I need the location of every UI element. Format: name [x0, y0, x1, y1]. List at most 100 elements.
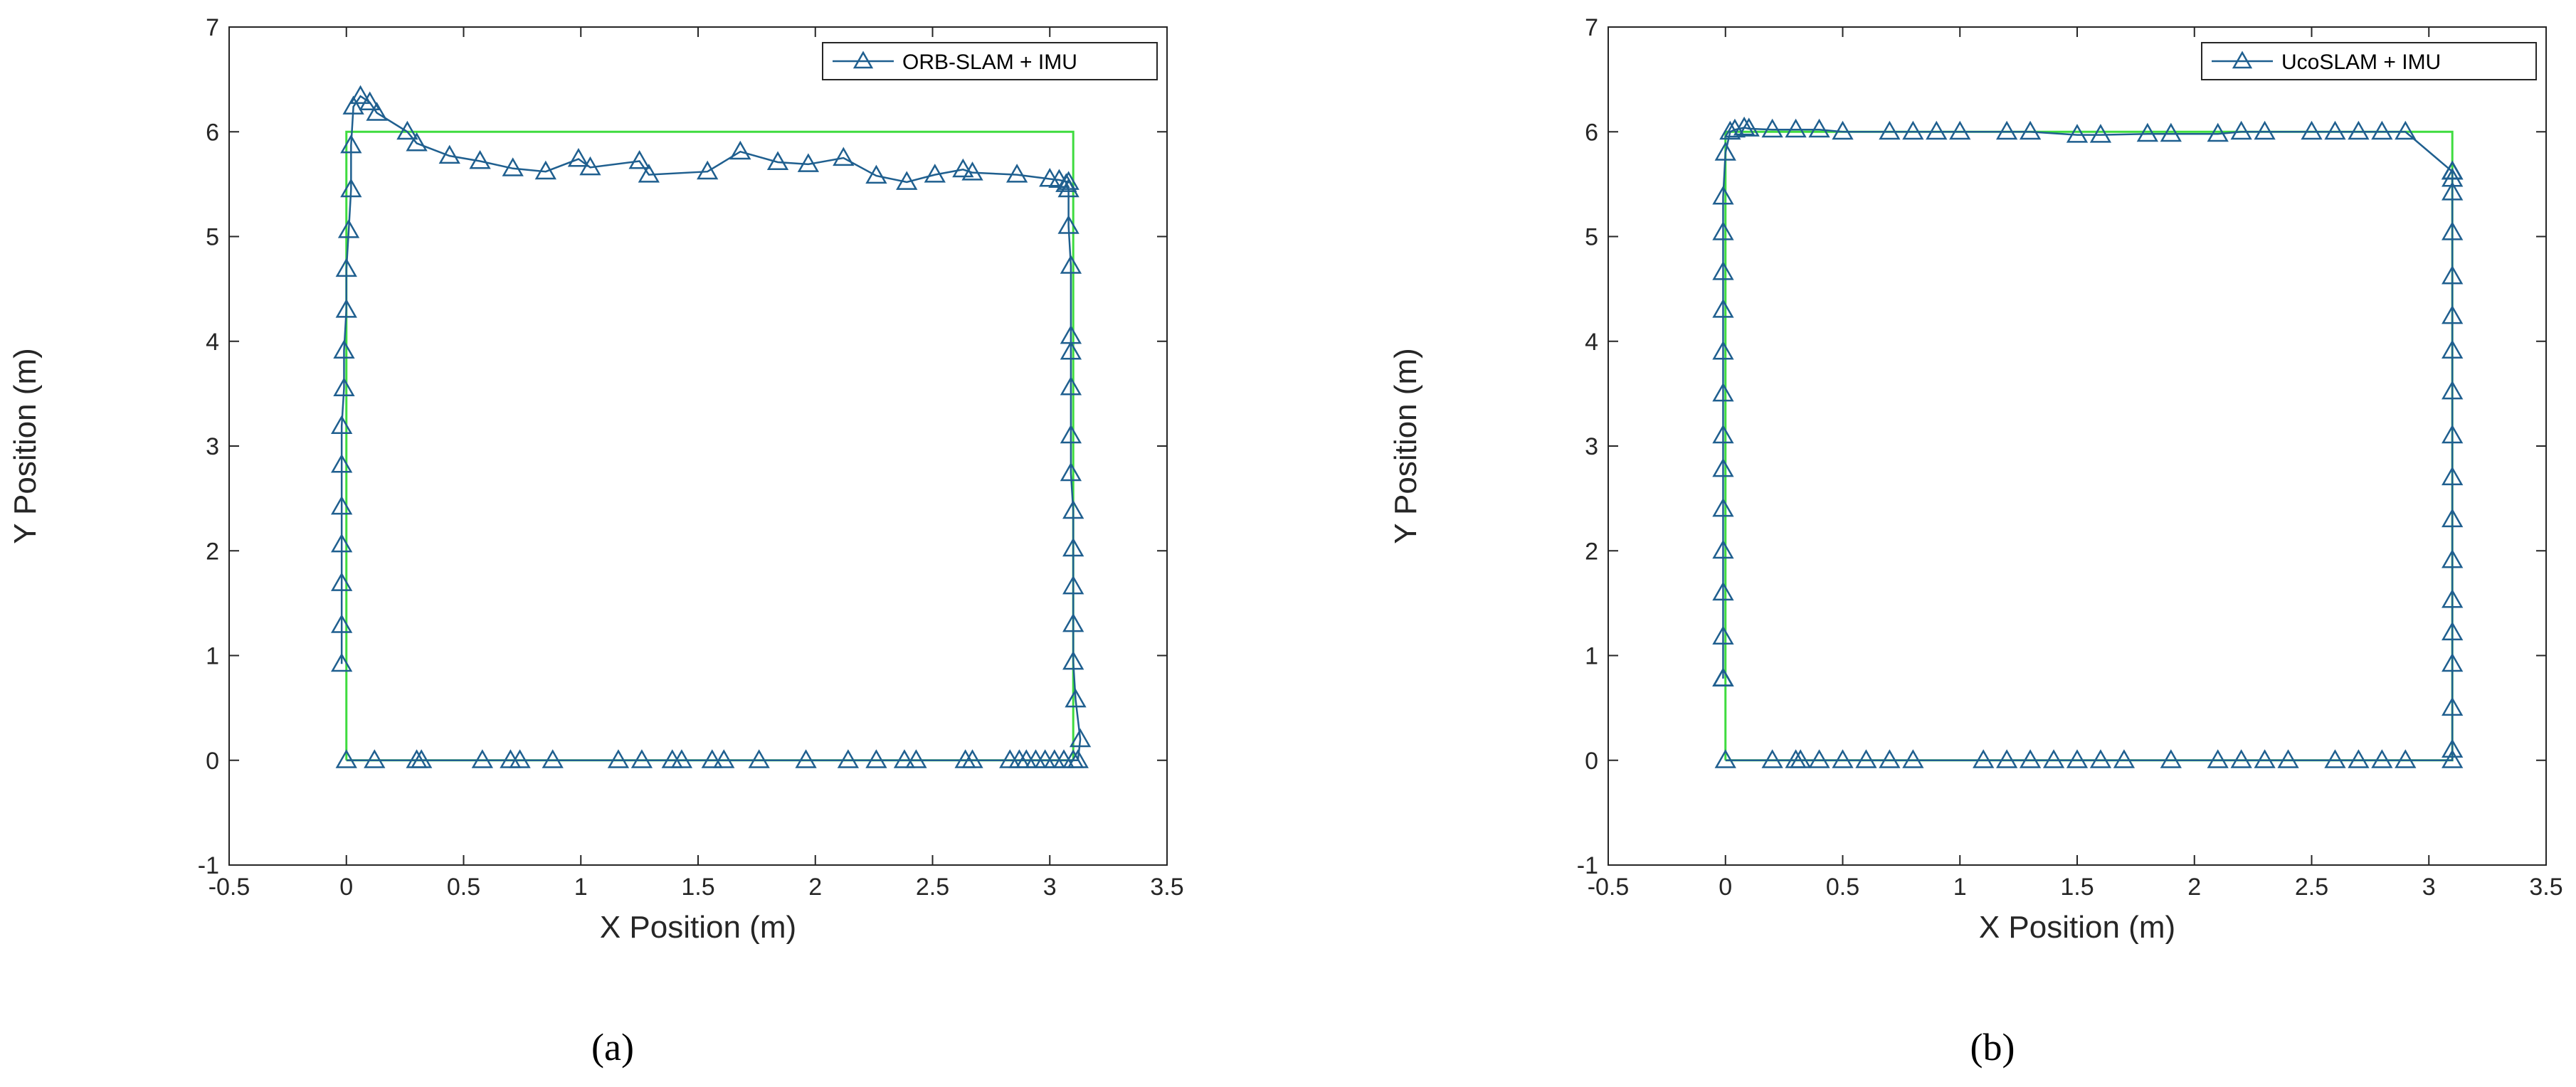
data-point-marker [2019, 749, 2042, 768]
y-axis-title: Y Position (m) [8, 348, 43, 544]
data-point-marker [1902, 749, 1924, 768]
data-point-marker [630, 749, 653, 768]
data-point-marker [534, 160, 556, 180]
data-point-marker [509, 749, 531, 768]
y-tick-label: 5 [1585, 224, 1598, 251]
data-point-marker [2160, 122, 2182, 142]
data-point-marker [331, 572, 353, 591]
data-point-marker [2019, 120, 2042, 140]
data-point-marker [1761, 118, 1783, 138]
data-point-marker [1761, 749, 1783, 768]
x-tick-label: 2 [808, 874, 822, 901]
data-point-marker [406, 132, 428, 152]
data-point-marker [2442, 548, 2464, 568]
y-tick-label: 2 [206, 538, 219, 565]
data-point-marker [335, 299, 357, 318]
data-point-marker [2348, 120, 2370, 140]
data-point-marker [2442, 380, 2464, 400]
data-point-marker [670, 749, 693, 768]
data-point-marker [471, 749, 494, 768]
data-point-marker [1060, 376, 1082, 396]
chart-a: -0.5 0 0.5 1 1.5 2 2.5 3 3.5 -1 0 1 2 3 4 5 6 7 X Position… [8, 14, 1184, 1069]
data-point-marker [865, 164, 887, 184]
data-point-marker [2442, 588, 2464, 608]
data-point-marker [1060, 324, 1082, 344]
data-point-marker [331, 614, 353, 633]
data-point-marker [2113, 749, 2136, 768]
data-point-marker [1057, 171, 1080, 190]
data-point-marker [1879, 120, 1901, 140]
data-point-marker [335, 258, 357, 277]
x-tick-label: 2 [2187, 874, 2201, 901]
data-point-marker [729, 140, 751, 160]
data-point-marker [349, 85, 371, 105]
data-point-marker [331, 495, 353, 515]
data-point-marker [1790, 749, 1812, 768]
y-tick-label: 3 [1585, 433, 1598, 460]
y-tick-label: -1 [1577, 852, 1598, 879]
data-point-marker [2230, 749, 2252, 768]
data-point-marker [331, 533, 353, 553]
data-point-marker [2207, 749, 2229, 768]
data-point-marker [628, 149, 650, 169]
data-point-marker [2442, 652, 2464, 672]
data-point-marker [335, 749, 357, 768]
data-point-marker [2348, 749, 2370, 768]
data-point-marker [1832, 120, 1854, 140]
data-point-marker [1973, 749, 1995, 768]
data-point-marker [1712, 299, 1734, 318]
data-point-marker [364, 749, 386, 768]
data-point-marker [359, 91, 381, 111]
data-point-marker [865, 749, 887, 768]
data-point-marker [1062, 537, 1084, 557]
data-point-marker [1005, 164, 1028, 183]
data-point-marker [340, 178, 362, 198]
data-point-marker [952, 158, 974, 178]
x-tick-label: 0 [1719, 874, 1732, 901]
data-point-marker [2066, 124, 2089, 143]
data-point-marker [924, 164, 946, 183]
legend-marker-swatch [2232, 51, 2253, 69]
data-point-marker [340, 134, 362, 154]
data-point-marker [1069, 728, 1092, 748]
data-point-marker [1712, 539, 1734, 559]
data-point-marker [331, 415, 353, 435]
data-point-marker [1712, 625, 1734, 645]
x-tick-label: 3.5 [1150, 874, 1183, 901]
y-tick-label: 0 [206, 748, 219, 775]
data-point-marker [2442, 696, 2464, 716]
data-point-marker [2442, 181, 2464, 201]
data-point-marker [766, 151, 789, 170]
y-tick-label: 0 [1585, 748, 1598, 775]
data-point-marker [607, 749, 630, 768]
data-point-marker [2277, 749, 2299, 768]
data-point-marker [1712, 457, 1734, 477]
x-tick-label: 0.5 [447, 874, 480, 901]
data-point-marker [2207, 122, 2229, 142]
data-point-marker [342, 95, 364, 115]
y-tick-label: 7 [1585, 14, 1598, 41]
data-point-marker [2301, 120, 2323, 140]
data-point-marker [1712, 497, 1734, 517]
data-point-marker [2442, 339, 2464, 359]
data-point-marker [2442, 160, 2464, 180]
data-point-marker [333, 377, 355, 397]
data-point-marker [2371, 749, 2393, 768]
data-point-marker [1902, 120, 1924, 140]
data-point-marker [1712, 667, 1734, 686]
legend-marker-swatch [852, 51, 874, 69]
data-point-marker [337, 219, 360, 238]
data-point-marker [1062, 575, 1084, 595]
data-point-marker [1995, 120, 2018, 140]
x-tick-label: 3 [1043, 874, 1057, 901]
x-tick-label: 2.5 [2295, 874, 2328, 901]
x-tick-label: 2.5 [916, 874, 949, 901]
data-point-marker [2066, 749, 2089, 768]
data-point-marker [905, 749, 927, 768]
y-tick-label: 4 [1585, 329, 1598, 356]
data-point-marker [896, 171, 918, 190]
data-point-marker [1714, 142, 1736, 161]
data-point-marker [893, 749, 916, 768]
data-point-marker [366, 102, 388, 121]
data-point-marker [1039, 167, 1061, 187]
